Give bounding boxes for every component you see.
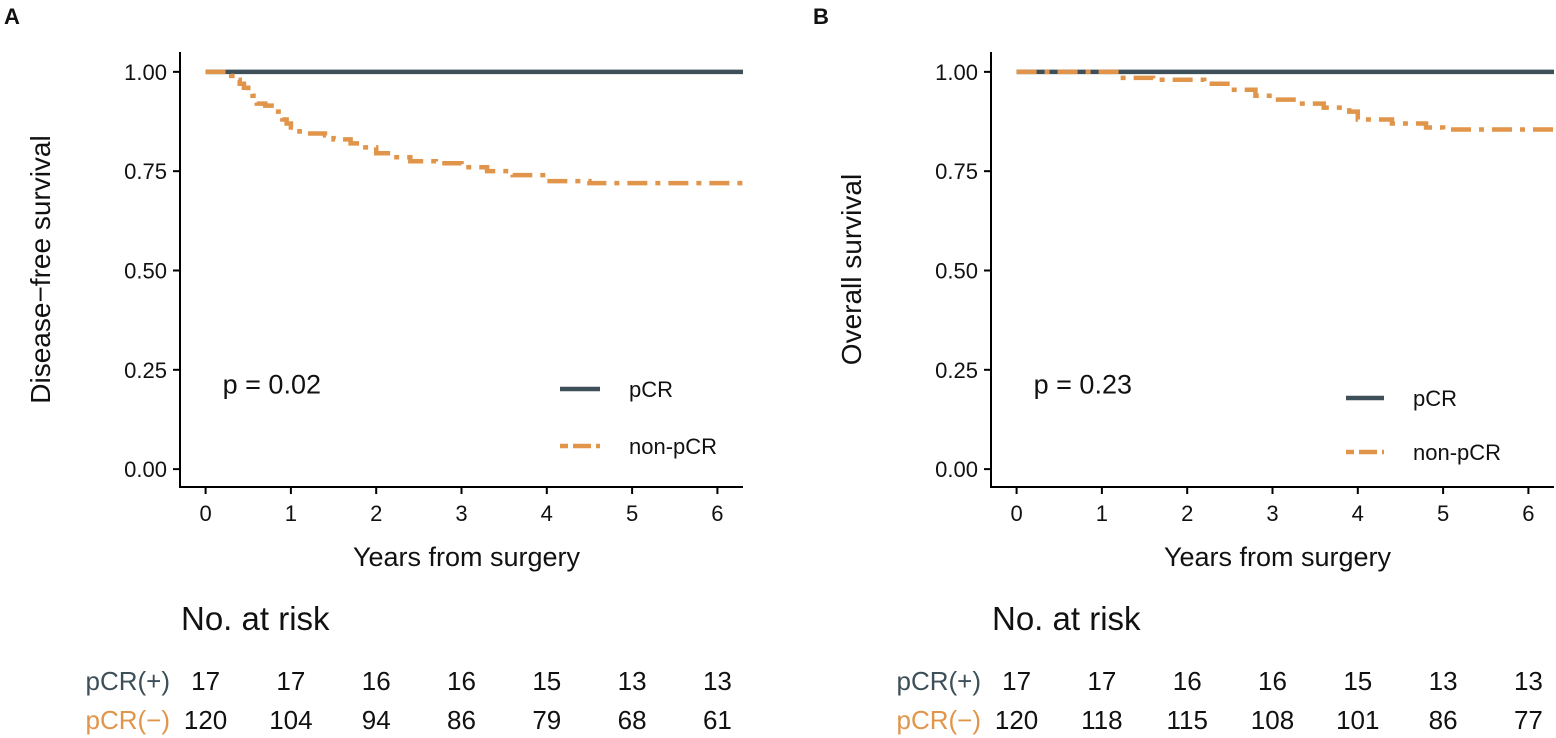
y-tick-label: 0.25 <box>935 358 978 383</box>
x-tick-label: 6 <box>1522 501 1534 526</box>
risk-value: 16 <box>362 666 391 696</box>
risk-value: 13 <box>1429 666 1458 696</box>
panel-a: A 0.00 0.25 0.50 0.75 1.00 0 1 2 3 4 5 6 Years from s… <box>4 4 743 735</box>
risk-table-title: No. at risk <box>992 600 1141 637</box>
risk-row-label-pcr-neg: pCR(−) <box>85 705 170 735</box>
risk-value: 16 <box>447 666 476 696</box>
risk-value: 115 <box>1166 705 1207 735</box>
legend-label: pCR <box>1413 386 1457 411</box>
y-tick-label: 0.50 <box>935 258 978 283</box>
panel-label: A <box>4 4 20 29</box>
risk-value: 61 <box>703 705 732 735</box>
risk-row-label-pcr-pos: pCR(+) <box>85 666 170 696</box>
y-axis-title: Disease−free survival <box>25 135 56 403</box>
legend-label: non-pCR <box>1413 440 1501 465</box>
x-axis-title: Years from surgery <box>353 542 581 572</box>
risk-value: 15 <box>532 666 561 696</box>
risk-value: 120 <box>995 705 1038 735</box>
risk-value: 86 <box>1429 705 1458 735</box>
risk-value: 86 <box>447 705 476 735</box>
x-tick-label: 0 <box>199 501 211 526</box>
x-tick-label: 4 <box>541 501 553 526</box>
x-tick-label: 6 <box>711 501 723 526</box>
y-tick-label: 1.00 <box>935 60 978 85</box>
risk-value: 17 <box>1002 666 1031 696</box>
risk-value: 118 <box>1081 705 1122 735</box>
x-tick-label: 5 <box>1437 501 1449 526</box>
risk-value: 17 <box>1087 666 1116 696</box>
x-tick-label: 4 <box>1352 501 1364 526</box>
x-tick-label: 3 <box>1266 501 1278 526</box>
risk-row-label-pcr-neg: pCR(−) <box>896 705 981 735</box>
series-line-non-pcr <box>205 69 743 186</box>
risk-value: 104 <box>269 705 312 735</box>
panel-b: B 0.00 0.25 0.50 0.75 1.00 0 1 2 3 4 5 6 Years from s… <box>813 4 1554 735</box>
risk-value: 13 <box>618 666 647 696</box>
risk-row-label-pcr-pos: pCR(+) <box>896 666 981 696</box>
x-tick-label: 2 <box>370 501 382 526</box>
risk-value: 79 <box>532 705 561 735</box>
x-tick-label: 3 <box>455 501 467 526</box>
p-value: p = 0.23 <box>1034 370 1132 400</box>
y-tick-label: 0.00 <box>124 457 167 482</box>
x-tick-label: 1 <box>285 501 297 526</box>
risk-value: 17 <box>276 666 305 696</box>
y-tick-label: 0.00 <box>935 457 978 482</box>
risk-value: 13 <box>703 666 732 696</box>
y-axis-title: Overall survival <box>836 174 867 365</box>
risk-value: 101 <box>1336 705 1379 735</box>
legend-label: pCR <box>629 377 673 402</box>
legend-label: non-pCR <box>629 434 717 459</box>
risk-value: 13 <box>1514 666 1543 696</box>
risk-value: 17 <box>191 666 220 696</box>
risk-value: 108 <box>1251 705 1294 735</box>
risk-value: 15 <box>1343 666 1372 696</box>
risk-value: 68 <box>618 705 647 735</box>
y-tick-label: 0.75 <box>935 159 978 184</box>
risk-value: 94 <box>362 705 391 735</box>
x-tick-label: 5 <box>626 501 638 526</box>
panel-label: B <box>813 4 829 29</box>
y-tick-label: 1.00 <box>124 60 167 85</box>
risk-value: 120 <box>184 705 227 735</box>
x-tick-label: 0 <box>1010 501 1022 526</box>
risk-value: 77 <box>1514 705 1543 735</box>
p-value: p = 0.02 <box>223 370 321 400</box>
y-tick-label: 0.75 <box>124 159 167 184</box>
risk-table-title: No. at risk <box>181 600 330 637</box>
x-tick-label: 2 <box>1181 501 1193 526</box>
y-tick-label: 0.50 <box>124 258 167 283</box>
risk-value: 16 <box>1173 666 1202 696</box>
series-line-non-pcr <box>1016 69 1554 132</box>
x-tick-label: 1 <box>1096 501 1108 526</box>
risk-value: 16 <box>1258 666 1287 696</box>
y-tick-label: 0.25 <box>124 358 167 383</box>
x-axis-title: Years from surgery <box>1164 542 1392 572</box>
